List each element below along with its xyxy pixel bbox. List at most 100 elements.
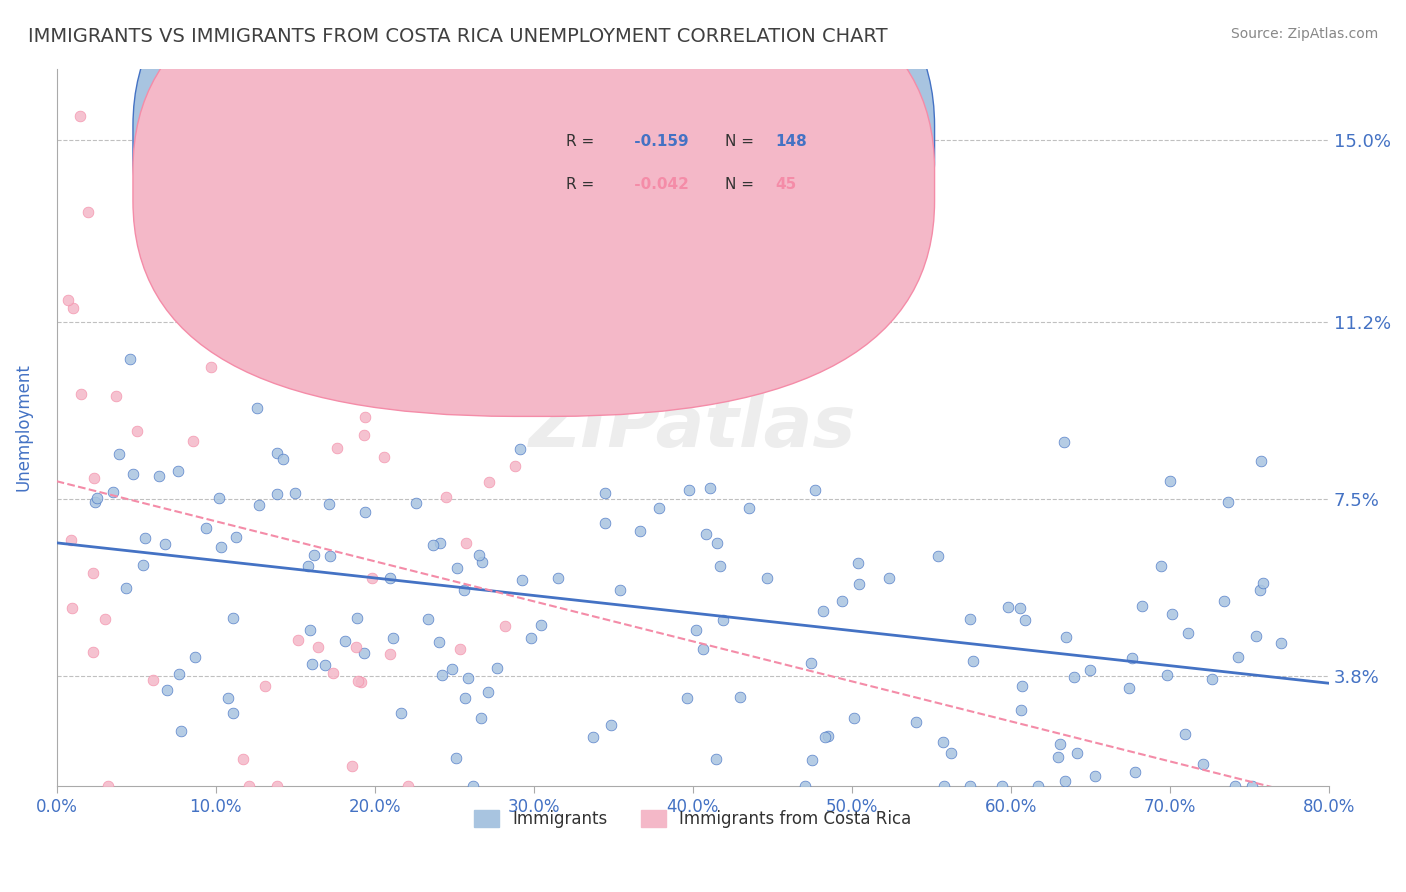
Point: [730, 690, 752, 705]
Point: [648, 501, 671, 516]
Point: [593, 516, 616, 530]
Point: [695, 526, 717, 541]
Point: [494, 618, 516, 632]
Point: [77, 205, 100, 219]
Point: [733, 336, 755, 351]
Point: [396, 779, 419, 793]
Point: [1011, 679, 1033, 693]
Point: [416, 612, 439, 626]
Point: [1159, 474, 1181, 488]
Point: [346, 611, 368, 625]
Point: [520, 631, 543, 645]
Point: [167, 667, 190, 681]
Point: [254, 679, 277, 693]
Point: [962, 654, 984, 668]
Point: [1191, 756, 1213, 771]
Point: [62, 301, 84, 315]
Point: [471, 555, 494, 569]
Point: [115, 581, 138, 595]
Point: [93, 612, 115, 626]
Point: [354, 505, 377, 519]
Point: [709, 559, 731, 574]
Point: [927, 549, 949, 563]
Point: [599, 718, 621, 732]
Point: [470, 711, 492, 725]
Text: 148: 148: [776, 134, 807, 149]
Point: [104, 389, 127, 403]
Point: [495, 392, 517, 407]
Point: [430, 668, 453, 682]
Point: [1156, 668, 1178, 682]
Point: [1213, 593, 1236, 607]
Point: [582, 731, 605, 745]
Point: [156, 683, 179, 698]
Point: [405, 496, 427, 510]
Point: [122, 467, 145, 482]
Point: [353, 646, 375, 660]
Text: -0.042: -0.042: [630, 178, 689, 192]
Point: [184, 650, 207, 665]
Point: [1054, 630, 1077, 644]
Text: ZIPatlas: ZIPatlas: [529, 392, 856, 462]
Point: [246, 401, 269, 415]
Point: [1244, 629, 1267, 643]
Text: N =: N =: [724, 134, 754, 149]
Point: [283, 486, 305, 500]
Point: [1174, 726, 1197, 740]
Point: [547, 571, 569, 585]
Point: [1084, 769, 1107, 783]
Point: [1250, 454, 1272, 468]
Point: [60, 600, 83, 615]
Point: [685, 623, 707, 637]
Point: [422, 538, 444, 552]
Point: [200, 360, 222, 375]
Point: [609, 583, 631, 598]
Point: [353, 427, 375, 442]
Point: [266, 487, 288, 501]
Point: [454, 691, 477, 706]
Point: [704, 751, 727, 765]
Point: [226, 331, 249, 345]
Point: [468, 548, 491, 562]
Point: [82, 645, 104, 659]
Point: [1226, 650, 1249, 665]
Point: [804, 483, 827, 498]
Point: [222, 611, 245, 625]
Point: [208, 491, 231, 505]
Point: [1078, 663, 1101, 677]
Point: [1014, 613, 1036, 627]
Point: [346, 640, 368, 654]
Point: [461, 779, 484, 793]
Point: [347, 674, 370, 689]
Point: [59, 533, 82, 547]
Point: [84, 494, 107, 508]
Point: [301, 657, 323, 671]
Point: [83, 471, 105, 485]
Text: IMMIGRANTS VS IMMIGRANTS FROM COSTA RICA UNEMPLOYMENT CORRELATION CHART: IMMIGRANTS VS IMMIGRANTS FROM COSTA RICA…: [28, 27, 887, 45]
FancyBboxPatch shape: [134, 0, 935, 417]
Point: [831, 593, 853, 607]
Point: [86, 491, 108, 506]
Point: [299, 623, 322, 637]
Point: [877, 571, 900, 585]
Point: [69, 109, 91, 123]
Point: [340, 759, 363, 773]
Point: [454, 536, 477, 550]
Point: [96, 779, 118, 793]
Point: [378, 647, 401, 661]
Point: [319, 549, 342, 563]
Point: [271, 452, 294, 467]
Point: [846, 556, 869, 570]
Point: [326, 442, 349, 456]
Point: [510, 573, 533, 587]
Point: [167, 464, 190, 478]
Text: 45: 45: [776, 178, 797, 192]
Point: [148, 468, 170, 483]
Point: [939, 746, 962, 760]
Point: [266, 446, 288, 460]
Point: [238, 779, 260, 793]
Point: [318, 497, 340, 511]
Point: [904, 714, 927, 729]
Point: [848, 577, 870, 591]
Point: [434, 490, 457, 504]
